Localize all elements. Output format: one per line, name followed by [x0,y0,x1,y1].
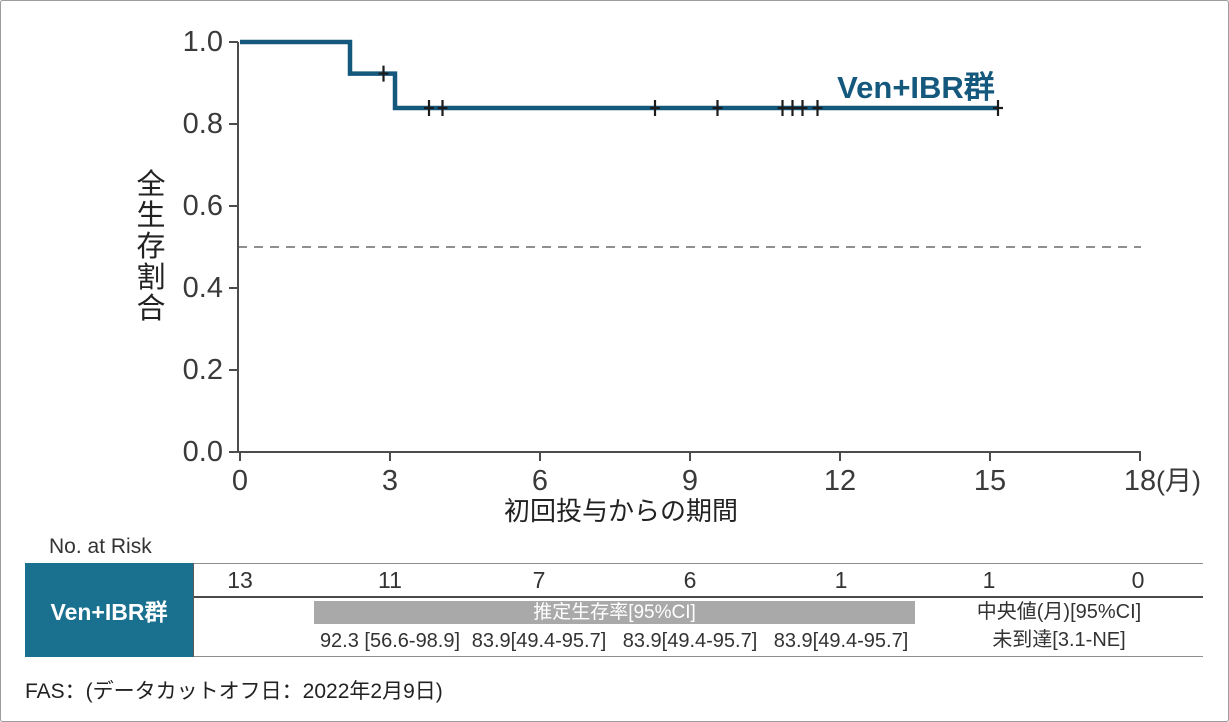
y-tick-label: 0.0 [183,436,223,468]
risk-count-3: 11 [378,567,402,593]
x-tick-label: 9 [682,465,698,497]
x-tick-label: 12 [824,465,856,497]
estimate-value-3: 92.3 [56.6-98.9] [319,630,461,652]
footer-note: FAS：(データカットオフ日：2022年2月9日) [25,680,443,703]
x-tick-label: 0 [232,465,248,497]
estimate-value-12: 83.9[49.4-95.7] [773,630,909,652]
y-axis-title: 割 [136,261,165,294]
y-axis-title: 合 [136,292,165,325]
y-axis-title: 存 [136,230,165,263]
y-tick-label: 0.6 [183,190,223,222]
y-tick-label: 0.4 [183,272,223,304]
x-axis-title: 初回投与からの期間 [504,496,738,526]
survival-step-line [240,39,998,111]
x-axis-unit-label: (月) [1156,466,1201,496]
y-tick-label: 0.2 [183,354,223,386]
table-divider-middle [194,596,1203,598]
table-divider-top [25,563,1203,564]
risk-count-6: 7 [532,567,546,593]
median-header: 中央値(月)[95%CI] [976,601,1142,623]
km-survival-chart: 0.0 0.2 0.4 0.6 0.8 1.0 0 3 6 9 12 15 18 (月) 初回投与からの期間… [136,26,1201,526]
table-divider-bottom [25,656,1203,657]
risk-count-15: 1 [982,567,996,593]
risk-row-header: Ven+IBR群 [25,563,194,657]
y-axis-title: 全 [136,168,165,201]
x-tick-label: 15 [974,465,1006,497]
estimate-header-bar: 推定生存率[95%CI] [314,601,915,624]
y-tick-label: 1.0 [183,26,223,58]
no-at-risk-label: No. at Risk [49,535,152,558]
risk-count-9: 6 [683,567,697,593]
risk-count-12: 1 [834,567,848,593]
median-value: 未到達[3.1-NE] [992,629,1126,651]
x-tick-label: 6 [532,465,548,497]
risk-count-18: 0 [1131,567,1145,593]
estimate-value-6: 83.9[49.4-95.7] [471,630,607,652]
series-label: Ven+IBR群 [837,70,995,105]
x-tick-label: 18 [1124,465,1156,497]
y-tick-label: 0.8 [183,108,223,140]
estimate-value-9: 83.9[49.4-95.7] [622,630,758,652]
x-tick-label: 3 [382,465,398,497]
risk-count-0: 13 [227,567,253,593]
y-axis-title: 生 [136,199,165,232]
